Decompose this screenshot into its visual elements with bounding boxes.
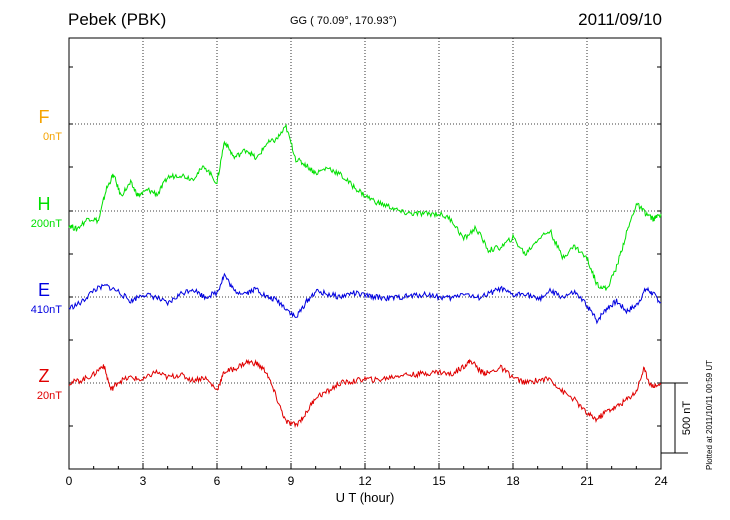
- x-tick-label: 12: [358, 474, 372, 488]
- coordinates-label: GG ( 70.09°, 170.93°): [290, 15, 397, 27]
- trace-z: [68, 358, 662, 429]
- trace-h: [68, 123, 662, 291]
- baseline-label-f: 0nT: [43, 131, 62, 143]
- component-label-f: F: [39, 107, 50, 127]
- station-title: Pebek (PBK): [68, 10, 167, 29]
- x-axis-label: U T (hour): [336, 490, 395, 505]
- x-tick-label: 15: [432, 474, 446, 488]
- x-tick-label: 6: [214, 474, 221, 488]
- scale-bar-label: 500 nT: [681, 401, 693, 436]
- component-label-h: H: [38, 194, 51, 214]
- trace-e: [68, 272, 661, 325]
- x-tick-label: 24: [654, 474, 668, 488]
- component-label-e: E: [38, 280, 50, 300]
- x-tick-label: 18: [506, 474, 520, 488]
- date-label: 2011/09/10: [578, 10, 662, 29]
- x-tick-label: 9: [288, 474, 295, 488]
- x-tick-label: 21: [580, 474, 594, 488]
- baseline-label-e: 410nT: [31, 304, 62, 316]
- x-tick-label: 3: [140, 474, 147, 488]
- component-label-z: Z: [39, 366, 50, 386]
- baseline-label-h: 200nT: [31, 218, 62, 230]
- baseline-label-z: 20nT: [37, 390, 62, 402]
- x-tick-label: 0: [66, 474, 73, 488]
